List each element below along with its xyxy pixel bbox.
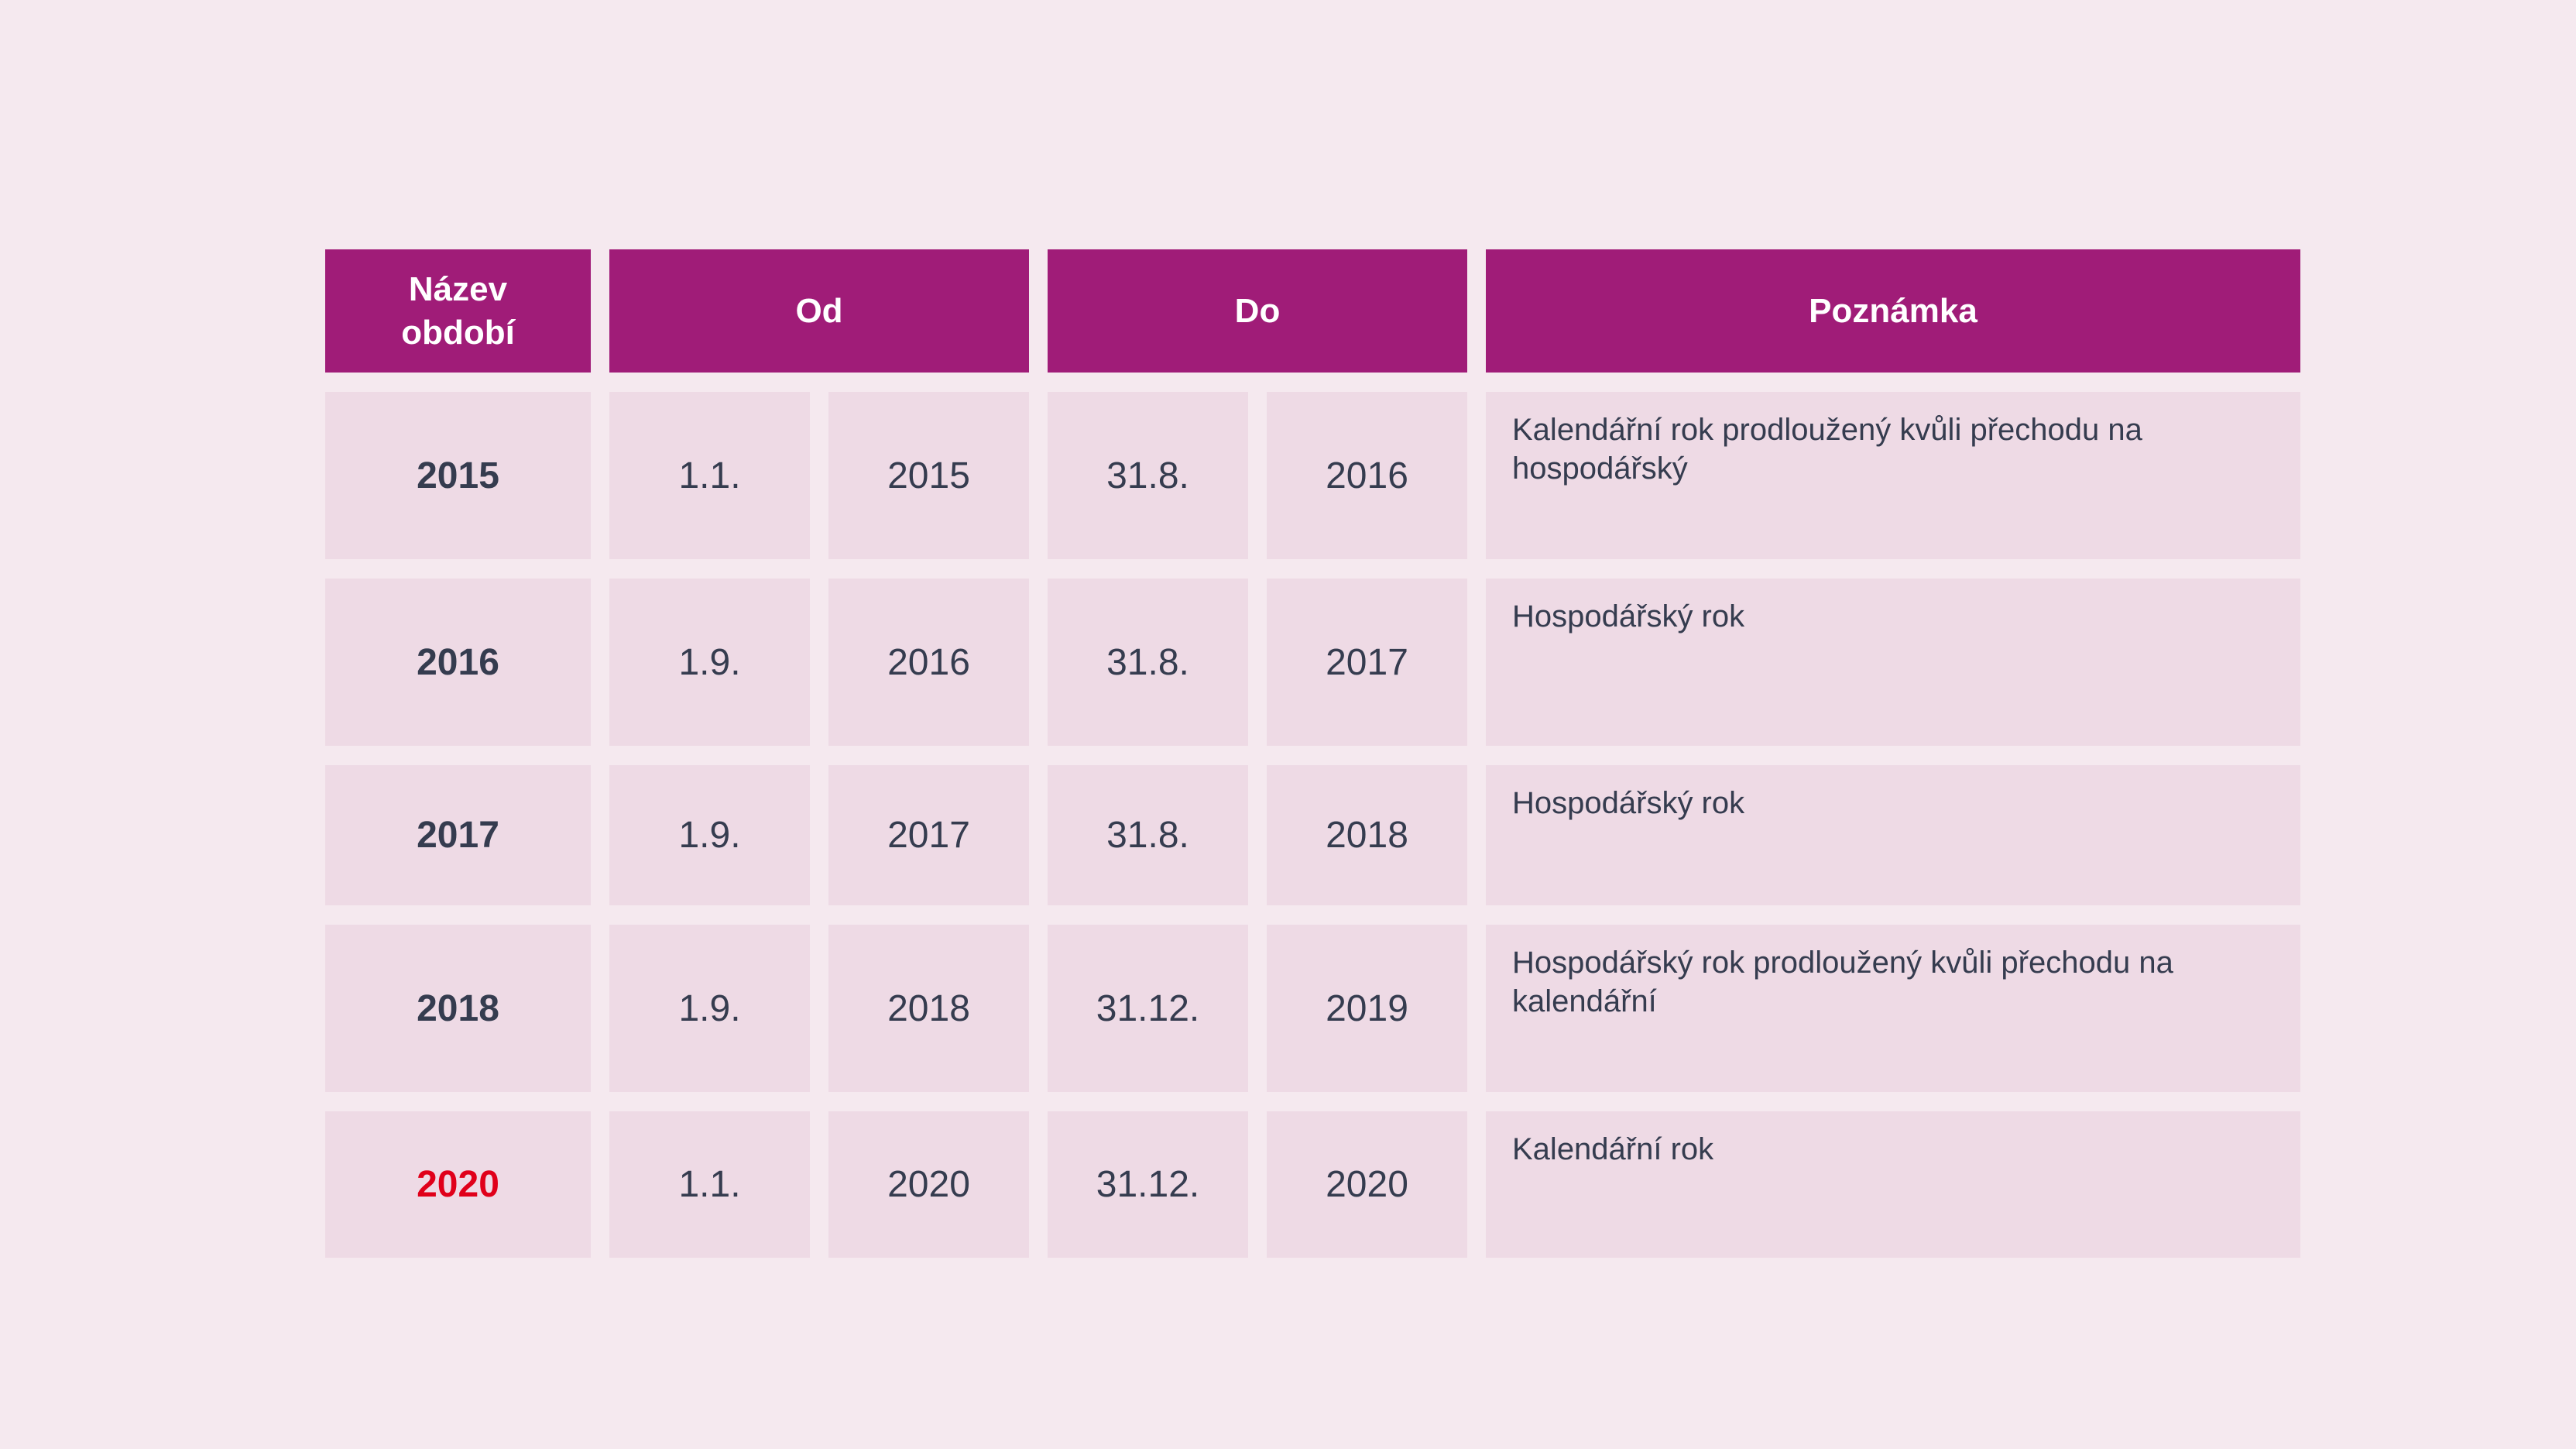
row-2018-to-day: 31.12. (1048, 925, 1248, 1092)
row-2018-name: 2018 (325, 925, 591, 1092)
row-2018-from-year: 2018 (828, 925, 1029, 1092)
header-to: Do (1048, 249, 1467, 373)
row-2016-to-day: 31.8. (1048, 579, 1248, 746)
row-2015-from-year: 2015 (828, 392, 1029, 559)
header-from: Od (609, 249, 1029, 373)
row-2020-to-day: 31.12. (1048, 1111, 1248, 1258)
row-2015-to-year: 2016 (1267, 392, 1467, 559)
row-2015-to-day: 31.8. (1048, 392, 1248, 559)
row-2016-from-year: 2016 (828, 579, 1029, 746)
row-2017-to-year: 2018 (1267, 765, 1467, 905)
row-2017-from-year: 2017 (828, 765, 1029, 905)
row-2018-note: Hospodářský rok prodloužený kvůli přecho… (1486, 925, 2300, 1092)
row-2017-note: Hospodářský rok (1486, 765, 2300, 905)
row-2020-name: 2020 (325, 1111, 591, 1258)
row-2016-to-year: 2017 (1267, 579, 1467, 746)
row-2016-note: Hospodářský rok (1486, 579, 2300, 746)
row-2018-to-year: 2019 (1267, 925, 1467, 1092)
period-table: Název období Od Do Poznámka 2015 1.1. 20… (325, 249, 2302, 1258)
row-2015-note: Kalendářní rok prodloužený kvůli přechod… (1486, 392, 2300, 559)
row-2020-note: Kalendářní rok (1486, 1111, 2300, 1258)
row-2020-to-year: 2020 (1267, 1111, 1467, 1258)
row-2016-from-day: 1.9. (609, 579, 810, 746)
row-2020-from-year: 2020 (828, 1111, 1029, 1258)
row-2015-name: 2015 (325, 392, 591, 559)
row-2017-to-day: 31.8. (1048, 765, 1248, 905)
header-note: Poznámka (1486, 249, 2300, 373)
row-2015-from-day: 1.1. (609, 392, 810, 559)
row-2018-from-day: 1.9. (609, 925, 810, 1092)
row-2017-from-day: 1.9. (609, 765, 810, 905)
row-2016-name: 2016 (325, 579, 591, 746)
header-period-name: Název období (325, 249, 591, 373)
row-2020-from-day: 1.1. (609, 1111, 810, 1258)
row-2017-name: 2017 (325, 765, 591, 905)
